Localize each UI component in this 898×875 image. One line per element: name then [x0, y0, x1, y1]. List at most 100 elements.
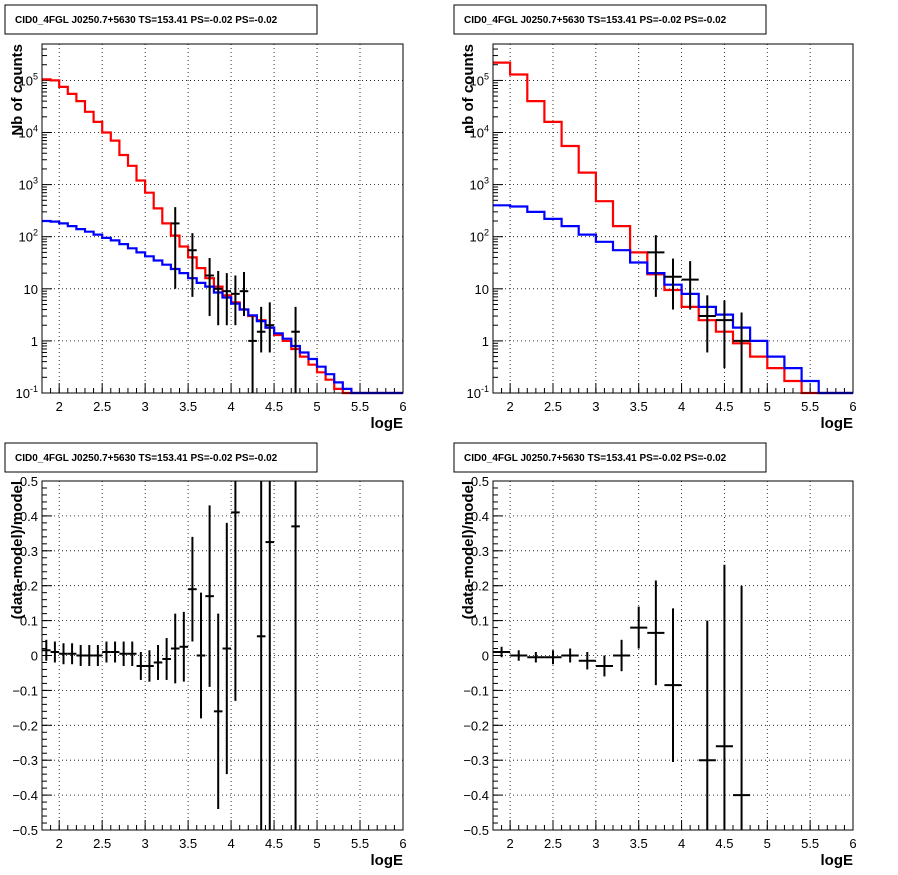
data-point — [42, 639, 51, 661]
x-tick-label: 3 — [142, 836, 149, 851]
data-point — [110, 641, 120, 663]
y-axis-title: nb of counts — [460, 44, 477, 134]
histogram-series-2 — [42, 219, 403, 395]
y-tick-label: 103 — [470, 176, 489, 193]
y-tick-label: −0.1 — [12, 683, 38, 698]
data-point — [715, 564, 733, 830]
chart-panel-2: CID0_4FGL J0250.7+5630 TS=153.41 PS=-0.0… — [453, 4, 857, 432]
x-tick-label: 5.5 — [351, 399, 369, 414]
data-point — [119, 641, 128, 666]
data-point — [231, 275, 240, 326]
x-tick-label: 4 — [678, 836, 685, 851]
chart-panel-1: CID0_4FGL J0250.7+5630 TS=153.41 PS=-0.0… — [4, 4, 407, 432]
x-tick-label: 3 — [592, 399, 599, 414]
y-tick-label: 0.3 — [471, 544, 489, 559]
x-tick-label: 5.5 — [801, 836, 819, 851]
pad-title-box — [453, 442, 767, 473]
plot-frame — [41, 480, 404, 831]
data-point — [136, 652, 146, 680]
data-point — [93, 645, 103, 666]
y-tick-label: 0.1 — [471, 614, 489, 629]
x-tick-label: 3.5 — [179, 399, 197, 414]
y-tick-label: 0.5 — [20, 474, 38, 489]
pad-title: CID0_4FGL J0250.7+5630 TS=153.41 PS=-0.0… — [464, 15, 727, 26]
y-tick-label: 0.1 — [20, 614, 38, 629]
data-point — [239, 272, 249, 317]
y-axis-title: (data-model)/model — [9, 481, 26, 619]
pad-title-box — [4, 442, 318, 473]
plot-frame — [41, 43, 404, 394]
y-tick-label: 1 — [31, 334, 38, 349]
x-tick-label: 5 — [764, 399, 771, 414]
y-tick-label: 1 — [482, 334, 489, 349]
data-point — [681, 261, 699, 310]
x-tick-label: 2.5 — [544, 836, 562, 851]
chart-panel-3: CID0_4FGL J0250.7+5630 TS=153.41 PS=-0.0… — [4, 442, 407, 869]
y-tick-label: −0.4 — [463, 788, 489, 803]
y-tick-label: 0.4 — [20, 509, 38, 524]
data-point — [188, 536, 197, 642]
data-point — [153, 645, 163, 680]
x-tick-label: 3.5 — [179, 836, 197, 851]
x-tick-label: 4.5 — [715, 836, 733, 851]
data-point — [205, 258, 214, 317]
x-axis-title: logE — [371, 415, 404, 432]
data-point — [213, 613, 223, 810]
data-point — [188, 233, 197, 297]
data-point — [493, 646, 511, 658]
data-point — [715, 300, 733, 369]
data-point — [231, 481, 240, 701]
x-tick-label: 6 — [849, 836, 856, 851]
data-point — [733, 312, 751, 393]
x-tick-label: 2 — [507, 836, 514, 851]
y-tick-label: −0.2 — [463, 718, 489, 733]
data-point — [170, 207, 180, 289]
data-point — [179, 611, 189, 682]
data-point — [196, 592, 206, 719]
x-tick-label: 6 — [399, 836, 406, 851]
data-point — [664, 258, 682, 310]
x-tick-label: 3.5 — [630, 836, 648, 851]
x-tick-label: 6 — [399, 399, 406, 414]
y-tick-label: −0.3 — [12, 753, 38, 768]
histogram-series-2 — [493, 204, 853, 395]
data-point — [127, 641, 137, 666]
x-tick-label: 5 — [313, 836, 320, 851]
data-point — [222, 522, 232, 775]
x-tick-label: 5.5 — [351, 836, 369, 851]
data-point — [630, 606, 648, 649]
x-axis-title: logE — [371, 852, 404, 869]
x-tick-label: 4.5 — [265, 836, 283, 851]
y-tick-label: 0.2 — [20, 579, 38, 594]
y-axis-title: Nb of counts — [9, 44, 26, 136]
histogram-series-1 — [493, 61, 853, 395]
plot-frame — [492, 480, 854, 831]
y-tick-label: 0.4 — [471, 509, 489, 524]
pad-title: CID0_4FGL J0250.7+5630 TS=153.41 PS=-0.0… — [15, 15, 278, 26]
x-tick-label: 5.5 — [801, 399, 819, 414]
x-tick-label: 2 — [56, 399, 63, 414]
y-tick-label: 0.5 — [471, 474, 489, 489]
y-tick-label: 103 — [19, 176, 38, 193]
data-point — [256, 306, 266, 353]
pad-title: CID0_4FGL J0250.7+5630 TS=153.41 PS=-0.0… — [15, 453, 278, 464]
x-tick-label: 3 — [142, 399, 149, 414]
x-axis-title: logE — [821, 415, 854, 432]
x-tick-label: 4 — [227, 836, 234, 851]
y-tick-label: −0.1 — [463, 683, 489, 698]
x-axis-title: logE — [821, 852, 854, 869]
y-tick-label: 102 — [19, 228, 38, 245]
y-tick-label: 10 — [475, 282, 489, 297]
y-tick-label: 0 — [31, 649, 38, 664]
data-point — [67, 643, 77, 665]
data-point — [733, 585, 751, 830]
data-point — [205, 505, 214, 687]
y-tick-label: 10-1 — [467, 384, 489, 401]
y-axis-title: (data-model)/model — [460, 481, 477, 619]
y-tick-label: 0 — [482, 649, 489, 664]
data-point — [698, 620, 716, 830]
pad-title: CID0_4FGL J0250.7+5630 TS=153.41 PS=-0.0… — [464, 453, 727, 464]
x-tick-label: 2 — [56, 836, 63, 851]
x-tick-label: 3.5 — [630, 399, 648, 414]
